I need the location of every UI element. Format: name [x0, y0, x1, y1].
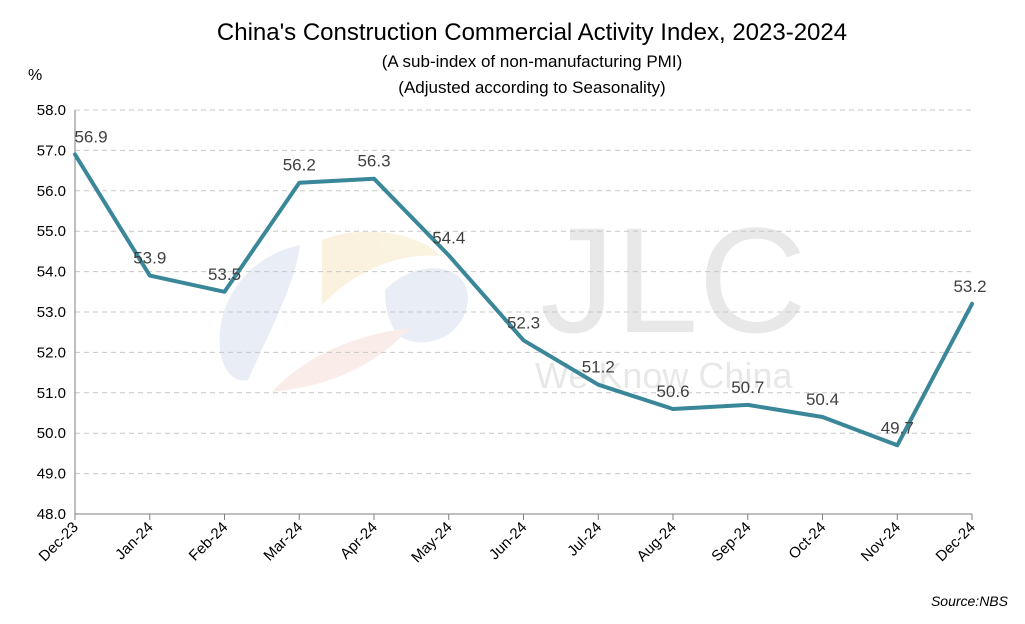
- y-tick-label: 49.0: [37, 466, 66, 483]
- chart-subtitle-line-2: (Adjusted according to Seasonality): [398, 78, 665, 97]
- y-tick-label: 57.0: [37, 142, 66, 159]
- data-label: 53.9: [133, 249, 166, 268]
- data-label: 54.4: [432, 228, 465, 247]
- y-tick-labels: 48.0 49.0 50.0 51.0 52.0 53.0 54.0 55.0 56.0 57.0…: [37, 102, 66, 523]
- watermark-tagline: We Know China: [535, 355, 793, 396]
- data-label: 56.3: [357, 152, 390, 171]
- y-tick-label: 52.0: [37, 344, 66, 361]
- x-tick-labels: Dec-23 Jan-24 Feb-24 Mar-24 Apr-24 May-24 Jun-…: [36, 519, 979, 566]
- data-label: 49.7: [881, 418, 914, 437]
- x-tick-label: Jul-24: [564, 519, 605, 560]
- y-tick-label: 54.0: [37, 264, 66, 281]
- watermark-logo-text: JLC: [540, 196, 807, 364]
- x-tick-label: Dec-23: [36, 519, 82, 565]
- chart-title: China's Construction Commercial Activity…: [217, 19, 847, 46]
- x-tick-label: Apr-24: [337, 519, 381, 563]
- data-label: 50.4: [806, 390, 839, 409]
- data-label: 52.3: [507, 313, 540, 332]
- data-label: 53.5: [208, 265, 241, 284]
- y-tick-label: 58.0: [37, 102, 66, 119]
- data-label: 51.2: [582, 358, 615, 377]
- series-line: [73, 152, 974, 448]
- y-tick-label: 56.0: [37, 183, 66, 200]
- data-label: 50.7: [731, 378, 764, 397]
- x-tick-label: Feb-24: [186, 519, 232, 565]
- x-tick-label: Aug-24: [634, 519, 680, 565]
- x-tick-label: Oct-24: [785, 519, 829, 563]
- y-tick-label: 48.0: [37, 506, 66, 523]
- x-tick-label: Nov-24: [858, 519, 904, 565]
- y-tick-label: 51.0: [37, 385, 66, 402]
- data-label: 56.2: [283, 156, 316, 175]
- axes: [74, 110, 973, 520]
- y-tick-label: 50.0: [37, 425, 66, 442]
- y-axis-label: %: [28, 67, 42, 84]
- x-tick-label: May-24: [408, 519, 455, 566]
- y-tick-label: 53.0: [37, 304, 66, 321]
- x-tick-label: Jan-24: [112, 519, 156, 563]
- watermark-logo-icon: [219, 231, 469, 392]
- data-label: 50.6: [656, 382, 689, 401]
- grid-lines: [75, 109, 972, 475]
- data-labels: 56.9 53.9 53.5 56.2 56.3 54.4 52.3 51.2 50.6 50.7…: [74, 127, 986, 437]
- x-tick-label: Sep-24: [708, 519, 754, 565]
- source-note: Source:NBS: [931, 593, 1009, 609]
- y-tick-label: 55.0: [37, 223, 66, 240]
- x-tick-label: Dec-24: [933, 519, 979, 565]
- series: [73, 152, 974, 448]
- x-tick-label: Mar-24: [260, 519, 306, 565]
- data-label: 53.2: [953, 277, 986, 296]
- chart-subtitle-line-1: (A sub-index of non-manufacturing PMI): [382, 52, 682, 71]
- watermark: JLC We Know China: [219, 196, 807, 396]
- x-tick-label: Jun-24: [486, 519, 530, 563]
- data-label: 56.9: [74, 127, 107, 146]
